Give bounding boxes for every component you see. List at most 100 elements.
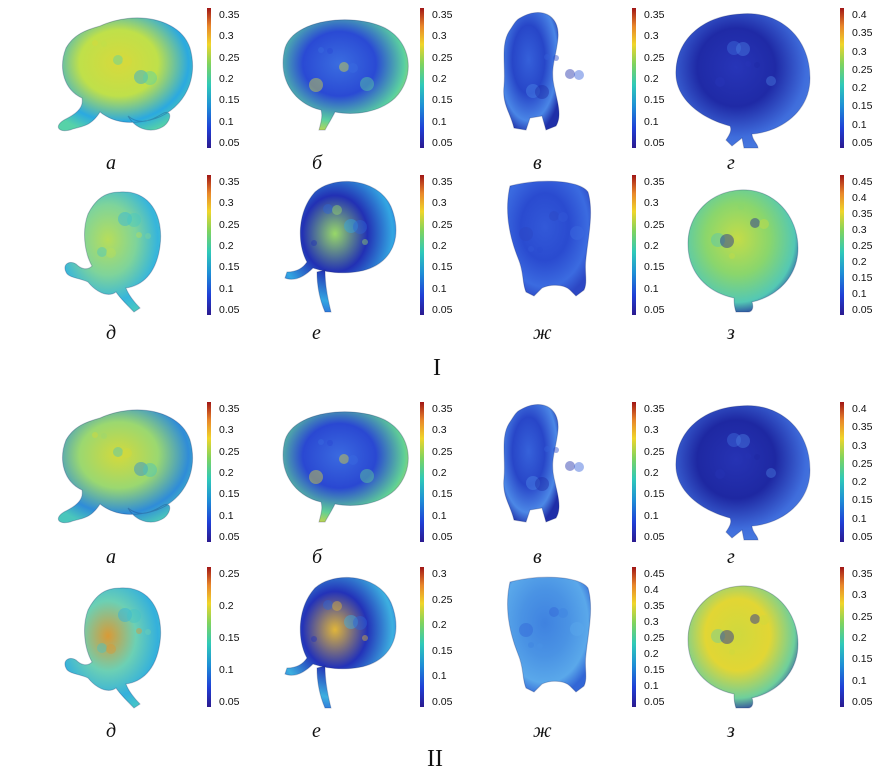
surface-spot bbox=[537, 643, 543, 649]
surface-spot bbox=[544, 54, 550, 60]
colorbar-tick-label: 0.2 bbox=[644, 648, 659, 660]
surface-spot bbox=[323, 204, 333, 214]
colorbar-tick-label: 0.15 bbox=[852, 494, 873, 507]
surface-spot bbox=[750, 218, 760, 228]
colorbar-tick-label: 0.15 bbox=[644, 261, 665, 274]
colorbar-tick-label: 0.25 bbox=[852, 63, 873, 76]
surface-spot bbox=[318, 439, 324, 445]
surface-spot bbox=[360, 469, 374, 483]
colorbar-tick-label: 0.05 bbox=[852, 304, 873, 316]
surface-spot bbox=[553, 55, 559, 61]
panel-label: д bbox=[106, 720, 117, 742]
colorbar-tick-label: 0.35 bbox=[432, 403, 453, 415]
colorbar-tick-label: 0.25 bbox=[432, 51, 453, 64]
colorbar-tick-label: 0.4 bbox=[852, 192, 867, 204]
surface-spot bbox=[309, 78, 323, 92]
surface-spot bbox=[738, 600, 744, 606]
model-surface bbox=[507, 576, 592, 693]
surface-spot bbox=[519, 227, 533, 241]
colorbar bbox=[207, 567, 211, 707]
aneurysm-model-render bbox=[64, 191, 162, 313]
colorbar-tick-label: 0.2 bbox=[219, 73, 234, 85]
colorbar-tick-label: 0.3 bbox=[644, 616, 659, 628]
aneurysm-model-render bbox=[675, 405, 811, 541]
colorbar-tick-label: 0.25 bbox=[644, 218, 665, 231]
panel-label: е bbox=[312, 720, 321, 742]
model-surface bbox=[282, 411, 409, 523]
panel-label: а bbox=[106, 152, 116, 174]
colorbar bbox=[840, 567, 844, 707]
colorbar-tick-label: 0.3 bbox=[852, 439, 867, 452]
colorbar-tick-label: 0.25 bbox=[219, 218, 240, 231]
colorbar bbox=[632, 567, 636, 707]
model-surface bbox=[57, 409, 194, 524]
surface-spot bbox=[344, 615, 358, 629]
surface-spot bbox=[127, 609, 141, 623]
colorbar bbox=[840, 175, 844, 315]
surface-spot bbox=[348, 63, 358, 73]
colorbar-tick-label: 0.25 bbox=[219, 51, 240, 64]
surface-spot bbox=[565, 461, 575, 471]
colorbar bbox=[632, 8, 636, 148]
colorbar-tick-label: 0.25 bbox=[852, 610, 873, 623]
surface-spot bbox=[574, 70, 584, 80]
surface-spot bbox=[759, 615, 769, 625]
surface-spot bbox=[118, 608, 132, 622]
colorbar-tick-label: 0.15 bbox=[852, 272, 873, 284]
surface-spot bbox=[766, 76, 776, 86]
colorbar bbox=[207, 402, 211, 542]
colorbar-tick-label: 0.25 bbox=[644, 445, 665, 458]
surface-spot bbox=[134, 462, 148, 476]
colorbar-tick-label: 0.35 bbox=[644, 600, 665, 612]
colorbar-tick-label: 0.1 bbox=[644, 115, 659, 128]
surface-spot bbox=[339, 454, 349, 464]
surface-spot bbox=[348, 455, 358, 465]
surface-spot bbox=[92, 40, 98, 46]
surface-spot bbox=[711, 233, 725, 247]
colorbar-tick-label: 0.35 bbox=[644, 403, 665, 415]
colorbar-tick-label: 0.15 bbox=[644, 94, 665, 107]
colorbar-tick-label: 0.05 bbox=[432, 304, 453, 316]
model-surface bbox=[687, 585, 799, 709]
aneurysm-model-render bbox=[284, 180, 397, 313]
model-surface bbox=[507, 180, 592, 297]
surface-spot bbox=[738, 204, 744, 210]
surface-spot bbox=[353, 616, 367, 630]
surface-spot bbox=[353, 220, 367, 234]
colorbar-tick-label: 0.25 bbox=[432, 218, 453, 231]
surface-spot bbox=[549, 607, 559, 617]
panel-label: д bbox=[106, 322, 117, 344]
surface-spot bbox=[339, 62, 349, 72]
colorbar-tick-label: 0.4 bbox=[852, 403, 867, 415]
surface-spot bbox=[311, 636, 317, 642]
colorbar-tick-label: 0.1 bbox=[644, 282, 659, 295]
colorbar-tick-label: 0.15 bbox=[432, 261, 453, 274]
colorbar-tick-label: 0.2 bbox=[432, 73, 447, 85]
colorbar-tick-label: 0.1 bbox=[644, 680, 659, 692]
colorbar-tick-label: 0.3 bbox=[432, 30, 447, 43]
colorbar-tick-label: 0.3 bbox=[644, 30, 659, 43]
panel-label: б bbox=[312, 546, 323, 568]
colorbar-tick-label: 0.2 bbox=[432, 240, 447, 252]
surface-spot bbox=[720, 630, 734, 644]
colorbar-tick-label: 0.05 bbox=[852, 531, 873, 543]
colorbar-tick-label: 0.15 bbox=[644, 664, 665, 676]
aneurysm-model-render bbox=[507, 180, 592, 297]
colorbar-tick-label: 0.3 bbox=[852, 589, 867, 602]
colorbar-tick-label: 0.3 bbox=[644, 197, 659, 210]
surface-spot bbox=[145, 233, 151, 239]
colorbar-tick-label: 0.45 bbox=[644, 568, 665, 580]
colorbar-tick-label: 0.2 bbox=[432, 467, 447, 479]
panel-label: г bbox=[727, 546, 735, 568]
colorbar-tick-label: 0.35 bbox=[852, 568, 873, 580]
surface-spot bbox=[106, 248, 116, 258]
colorbar-tick-label: 0.1 bbox=[852, 512, 867, 525]
colorbar-tick-label: 0.15 bbox=[644, 488, 665, 501]
colorbar-tick-label: 0.05 bbox=[852, 137, 873, 149]
model-surface bbox=[64, 191, 162, 313]
surface-spot bbox=[327, 48, 333, 54]
surface-spot bbox=[344, 219, 358, 233]
colorbar-tick-label: 0.45 bbox=[852, 176, 873, 188]
panel-label: е bbox=[312, 322, 321, 344]
colorbar-tick-label: 0.35 bbox=[219, 403, 240, 415]
